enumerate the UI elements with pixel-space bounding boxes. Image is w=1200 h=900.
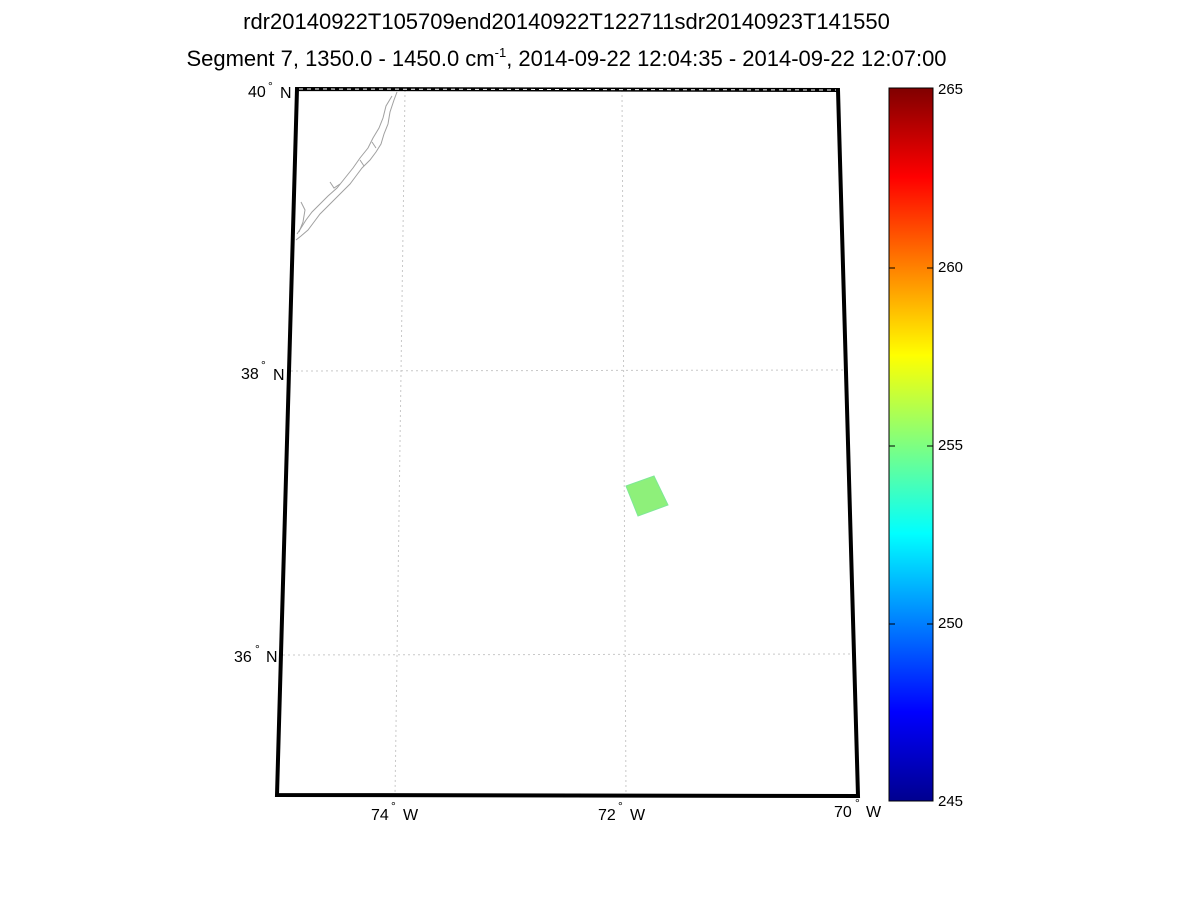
colorbar-label-245: 245 [938,793,964,810]
lat-label-38: 38 [241,366,259,384]
degree-mark: ° [261,358,266,372]
grid-lon-74 [394,89,406,798]
lat-value: 36 [234,649,252,666]
lat-hemi-38: N [273,367,285,384]
lon-value: 72 [598,807,616,824]
lat-hemi-36: N [266,649,278,666]
map-frame-top-dash [298,88,837,91]
data-swath [625,475,669,517]
colorbar-label-255: 255 [938,437,964,454]
lat-value: 40 [248,84,266,101]
lat-label-36: 36 [234,649,252,667]
colorbar-label-250: 250 [938,615,964,632]
lon-label-74: 74 [371,807,389,825]
colorbar [888,87,934,802]
lon-hemi-74: W [403,807,419,824]
subtitle-unit-exponent: -1 [494,45,507,60]
map-subtitle: Segment 7, 1350.0 - 1450.0 cm-1, 2014-09… [0,46,1133,72]
lon-hemi-70: W [866,804,882,821]
map-title: rdr20140922T105709end20140922T122711sdr2… [243,9,890,34]
lat-label-40: 40 [248,84,266,102]
degree-mark: ° [268,79,273,93]
degree-mark: ° [255,642,260,656]
subtitle-prefix: Segment 7, 1350.0 - 1450.0 cm [186,46,495,71]
lon-label-72: 72 [598,807,616,825]
degree-mark: ° [391,799,396,813]
lon-value: 70 [834,804,852,821]
colorbar-ticks [889,267,933,625]
map-graticule [282,89,853,800]
lon-label-70: 70 [834,804,852,822]
colorbar-label-260: 260 [938,259,964,276]
degree-mark: ° [618,799,623,813]
subtitle-suffix: , 2014-09-22 12:04:35 - 2014-09-22 12:07… [506,46,947,71]
lon-value: 74 [371,807,389,824]
lat-hemi-40: N [280,85,292,102]
degree-mark: ° [855,796,860,810]
grid-lat-36 [282,653,853,656]
lon-hemi-72: W [630,807,646,824]
grid-lat-38 [290,369,847,372]
lat-value: 38 [241,366,259,383]
coastline [295,91,398,241]
map-frame [274,86,861,799]
grid-lon-72 [621,89,627,800]
colorbar-label-265: 265 [938,81,964,98]
